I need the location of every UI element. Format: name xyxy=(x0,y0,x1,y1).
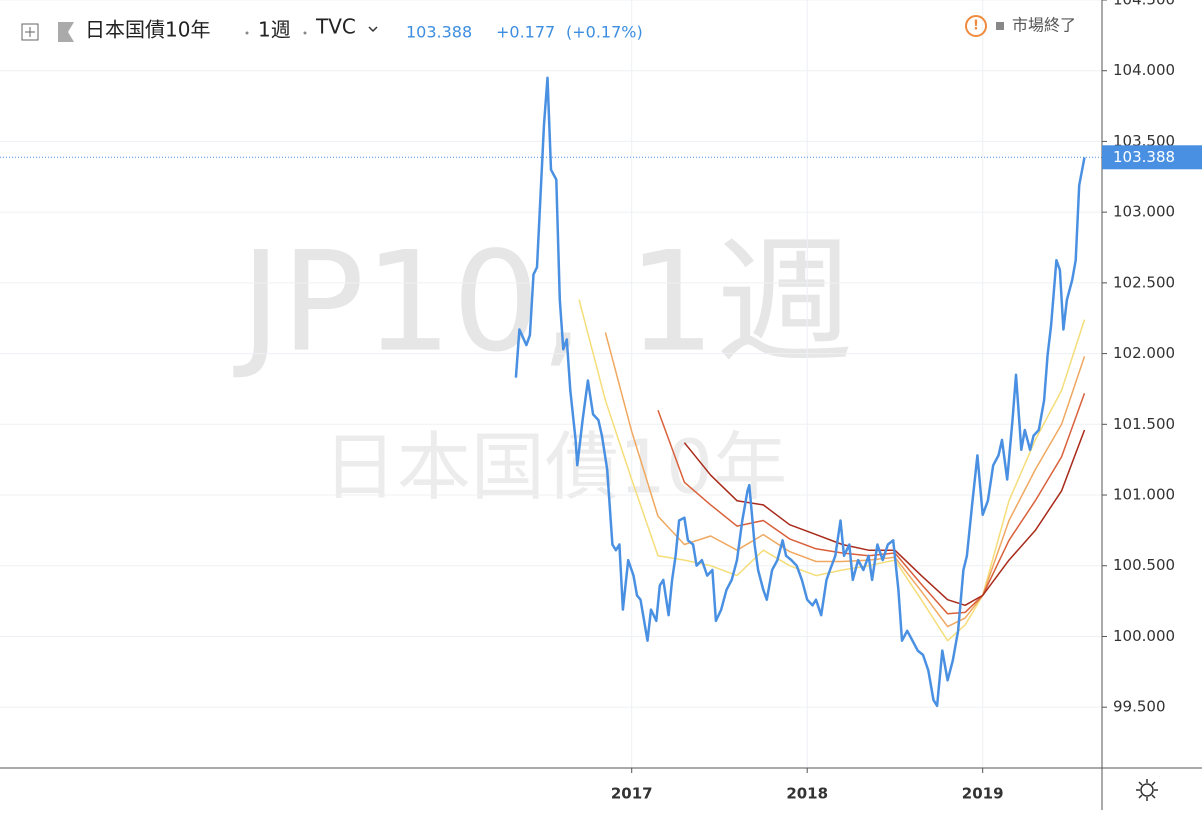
interval[interactable]: 1週 xyxy=(258,18,291,42)
y-tick-label: 104.000 xyxy=(1113,61,1175,79)
exchange[interactable]: TVC xyxy=(315,15,356,39)
last-price-label: 103.388 xyxy=(1113,148,1175,166)
add-icon[interactable] xyxy=(21,23,39,41)
settings-icon[interactable] xyxy=(1136,779,1158,801)
y-tick-label: 102.500 xyxy=(1113,273,1175,291)
status-icon xyxy=(996,22,1004,30)
chevron[interactable] xyxy=(368,26,378,33)
watermark-symbol: JP10, 1週 xyxy=(232,222,853,383)
y-tick-label: 104.500 xyxy=(1113,0,1175,9)
flag-icon xyxy=(58,22,74,42)
series-line xyxy=(604,332,1086,628)
y-tick-label: 99.500 xyxy=(1113,698,1166,716)
header: 日本国債10年 1週 TVC 103.388 +0.177 (+0.17%) !… xyxy=(21,15,1076,42)
alert-mark: ! xyxy=(973,19,979,34)
market-status: 市場終了 xyxy=(1012,16,1076,35)
gear-teeth xyxy=(1136,779,1158,801)
y-tick-label: 101.500 xyxy=(1113,415,1175,433)
series-line xyxy=(578,299,1086,642)
alert-icon[interactable] xyxy=(965,15,987,37)
y-tick-label: 100.500 xyxy=(1113,556,1175,574)
y-tick-label: 100.000 xyxy=(1113,627,1175,645)
gear[interactable] xyxy=(1140,783,1154,797)
series-line xyxy=(514,76,1086,708)
plot xyxy=(0,0,1102,768)
symbol[interactable]: 日本国債10年 xyxy=(85,18,210,42)
separator xyxy=(303,31,307,35)
y-tick-label: 102.000 xyxy=(1113,344,1175,362)
x-tick-label: 2019 xyxy=(962,785,1004,803)
last-price-tag xyxy=(1102,145,1202,170)
x-tick-label: 2017 xyxy=(611,785,653,803)
price: 103.388 xyxy=(406,23,472,42)
x-tick-label: 2018 xyxy=(786,785,828,803)
separator xyxy=(245,31,249,35)
watermark: JP10, 1週 日本国債10年 xyxy=(232,222,853,511)
watermark-name: 日本国債10年 xyxy=(323,425,787,511)
y-tick-label: 101.000 xyxy=(1113,486,1175,504)
change-pct: (+0.17%) xyxy=(566,23,643,42)
change: +0.177 xyxy=(496,23,555,42)
y-tick-label: 103.000 xyxy=(1113,203,1175,221)
